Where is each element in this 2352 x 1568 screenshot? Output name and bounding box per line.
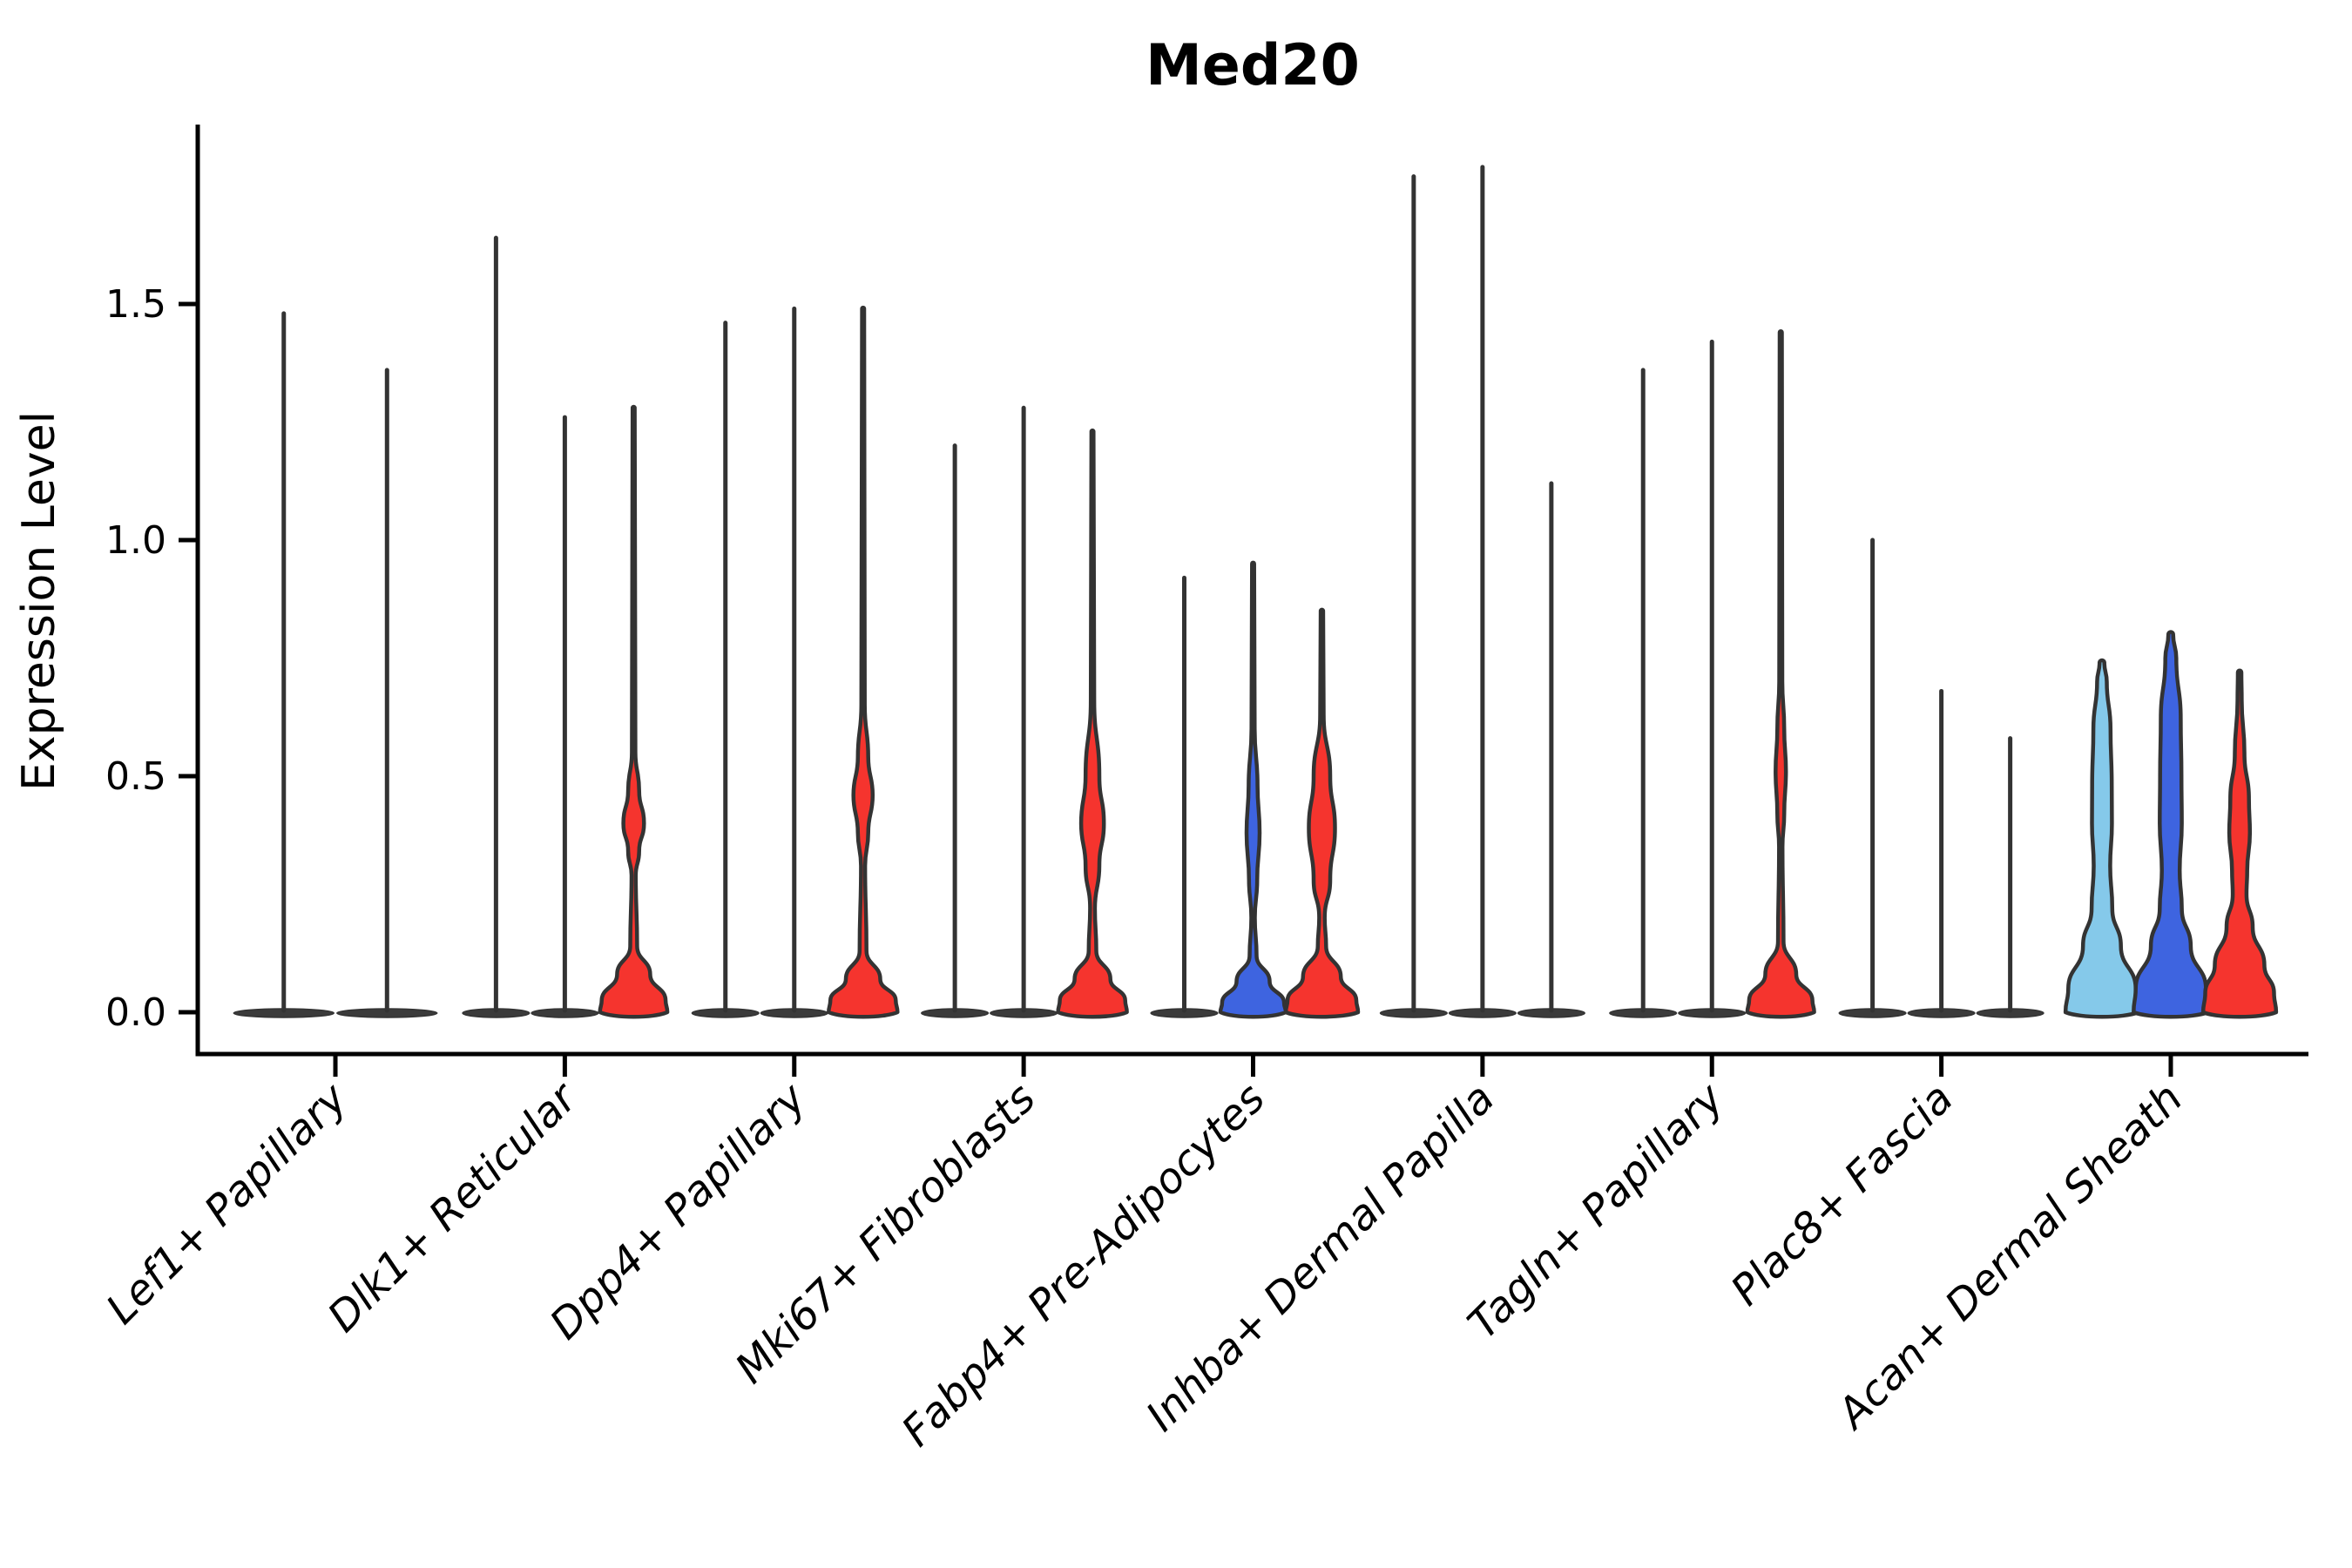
chart-title: Med20 — [1146, 33, 1360, 98]
y-tick-label: 1.0 — [105, 518, 166, 563]
violin-group — [691, 305, 900, 1019]
x-tick-label: Plac8+ Fascia — [1721, 1074, 1963, 1315]
y-axis-label: Expression Level — [13, 411, 65, 791]
violin-body — [2200, 668, 2279, 1019]
x-tick-label: Tagln+ Papillary — [1458, 1073, 1734, 1348]
violin-body — [2132, 630, 2210, 1019]
violin-body — [1218, 560, 1288, 1019]
y-tick-label: 1.5 — [105, 282, 166, 327]
violin-body — [1745, 329, 1816, 1019]
y-tick-label: 0.5 — [105, 754, 166, 799]
violin-group — [1379, 165, 1585, 1018]
violin-group — [921, 405, 1129, 1019]
x-tick-label: Dlk1+ Reticular — [319, 1072, 589, 1342]
x-tick-label: Dpp4+ Papillary — [541, 1073, 816, 1348]
violin-body — [598, 404, 670, 1019]
violin-layer — [233, 165, 2279, 1019]
violin-body — [827, 305, 900, 1019]
violin-body — [2063, 658, 2141, 1019]
violin-group — [1609, 329, 1816, 1019]
violin-group — [233, 311, 438, 1018]
violin-body — [1056, 428, 1129, 1019]
violin-group — [1838, 537, 2044, 1018]
violin-group — [462, 235, 670, 1019]
x-tick-label: Fabp4+ Pre-Adipocytes — [892, 1074, 1274, 1456]
x-tick-label: Lef1+ Papillary — [97, 1073, 357, 1334]
violin-body — [1283, 607, 1361, 1019]
violin-group — [1150, 560, 1361, 1019]
violin-group — [2063, 630, 2279, 1019]
y-tick-label: 0.0 — [105, 990, 166, 1035]
